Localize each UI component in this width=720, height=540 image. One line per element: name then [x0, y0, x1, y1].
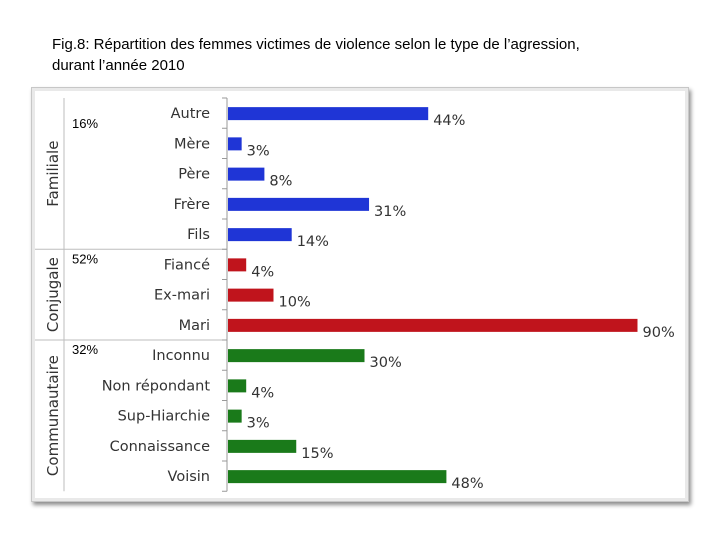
value-label: 10%: [279, 295, 311, 311]
bar-fianc-: [228, 258, 247, 272]
category-label: Sup-Hiarchie: [118, 409, 210, 425]
category-label: Ex-mari: [154, 288, 210, 304]
value-label: 15%: [301, 446, 333, 462]
bar-mari: [228, 318, 638, 332]
group-label-communautaire: Communautaire: [44, 355, 62, 476]
value-label: 3%: [247, 143, 270, 159]
category-label: Fiancé: [164, 257, 210, 273]
bar-ex-mari: [228, 288, 274, 302]
bar-m-re: [228, 137, 242, 151]
group-share-conjugale: 52%: [72, 251, 98, 266]
bar-non-r-pondant: [228, 379, 247, 393]
category-label: Non répondant: [102, 378, 211, 394]
group-share-familiale: 16%: [72, 116, 98, 131]
bar-connaissance: [228, 439, 297, 453]
bar-autre: [228, 107, 429, 121]
chart-frame: [31, 87, 689, 502]
category-label: Père: [178, 167, 210, 183]
value-label: 48%: [451, 476, 483, 492]
bar-sup-hiarchie: [228, 409, 242, 423]
value-label: 4%: [251, 264, 274, 280]
category-label: Frère: [174, 197, 210, 213]
category-label: Inconnu: [152, 348, 210, 364]
bar-p-re: [228, 167, 265, 181]
category-label: Mère: [174, 136, 210, 152]
category-label: Fils: [187, 227, 210, 243]
value-label: 90%: [643, 325, 675, 341]
category-label: Autre: [171, 106, 210, 122]
bar-inconnu: [228, 349, 365, 363]
value-label: 14%: [297, 234, 329, 250]
value-label: 4%: [251, 385, 274, 401]
figure-title: Fig.8: Répartition des femmes victimes d…: [52, 36, 580, 74]
value-label: 8%: [269, 174, 292, 190]
bar-fr-re: [228, 197, 370, 211]
bar-voisin: [228, 470, 447, 484]
category-label: Connaissance: [110, 439, 210, 455]
value-label: 31%: [374, 204, 406, 220]
category-label: Mari: [179, 318, 210, 334]
category-label: Voisin: [168, 469, 210, 485]
group-label-familiale: Familiale: [44, 141, 62, 207]
value-label: 44%: [433, 113, 465, 129]
group-label-conjugale: Conjugale: [44, 257, 62, 332]
value-label: 3%: [247, 416, 270, 432]
value-label: 30%: [370, 355, 402, 371]
group-share-communautaire: 32%: [72, 342, 98, 357]
bar-fils: [228, 228, 292, 242]
